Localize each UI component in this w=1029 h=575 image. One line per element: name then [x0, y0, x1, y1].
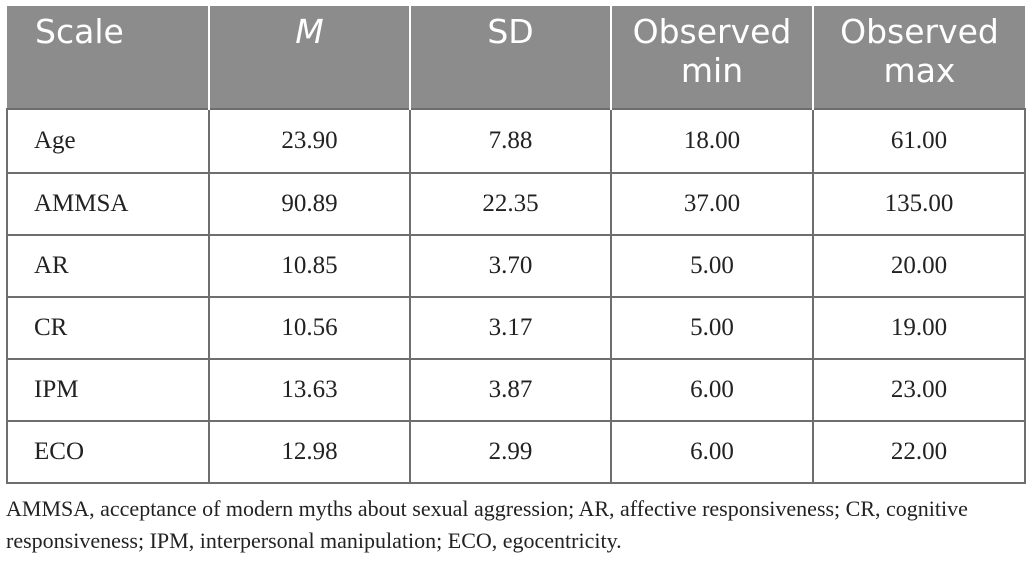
cell-sd: 3.70	[410, 235, 612, 298]
header-observed-min: Observed min	[611, 6, 814, 109]
cell-min: 6.00	[611, 421, 814, 484]
header-scale: Scale	[7, 6, 210, 109]
cell-scale: CR	[6, 297, 210, 360]
table-footnote: AMMSA, acceptance of modern myths about …	[6, 496, 968, 553]
header-mean: M	[209, 6, 411, 109]
cell-mean: 10.85	[209, 235, 411, 298]
table-row: Age 23.90 7.88 18.00 61.00	[6, 108, 1026, 174]
cell-mean: 10.56	[209, 297, 411, 360]
cell-min: 5.00	[611, 235, 814, 298]
cell-max: 20.00	[813, 235, 1026, 298]
header-sd: SD	[410, 6, 612, 109]
table-row: IPM 13.63 3.87 6.00 23.00	[6, 359, 1026, 422]
cell-mean: 23.90	[209, 108, 411, 174]
cell-scale: ECO	[6, 421, 210, 484]
table-row: AR 10.85 3.70 5.00 20.00	[6, 235, 1026, 298]
cell-sd: 3.87	[410, 359, 612, 422]
cell-min: 37.00	[611, 173, 814, 236]
header-observed-max: Observed max	[813, 6, 1025, 109]
cell-min: 5.00	[611, 297, 814, 360]
cell-min: 18.00	[611, 108, 814, 174]
cell-scale: AMMSA	[6, 173, 210, 236]
table-row: AMMSA 90.89 22.35 37.00 135.00	[6, 173, 1026, 236]
table-row: ECO 12.98 2.99 6.00 22.00	[6, 421, 1026, 484]
table-row: CR 10.56 3.17 5.00 19.00	[6, 297, 1026, 360]
cell-sd: 3.17	[410, 297, 612, 360]
cell-sd: 2.99	[410, 421, 612, 484]
cell-mean: 13.63	[209, 359, 411, 422]
cell-sd: 22.35	[410, 173, 612, 236]
cell-max: 135.00	[813, 173, 1026, 236]
cell-scale: IPM	[6, 359, 210, 422]
cell-scale: AR	[6, 235, 210, 298]
cell-sd: 7.88	[410, 108, 612, 174]
cell-max: 22.00	[813, 421, 1026, 484]
cell-max: 19.00	[813, 297, 1026, 360]
cell-max: 23.00	[813, 359, 1026, 422]
cell-mean: 90.89	[209, 173, 411, 236]
cell-scale: Age	[6, 108, 210, 174]
descriptive-statistics-table: Scale M SD Observed min Observed max Age…	[6, 6, 1026, 484]
table-header-row: Scale M SD Observed min Observed max	[7, 6, 1025, 109]
cell-mean: 12.98	[209, 421, 411, 484]
cell-min: 6.00	[611, 359, 814, 422]
cell-max: 61.00	[813, 108, 1026, 174]
